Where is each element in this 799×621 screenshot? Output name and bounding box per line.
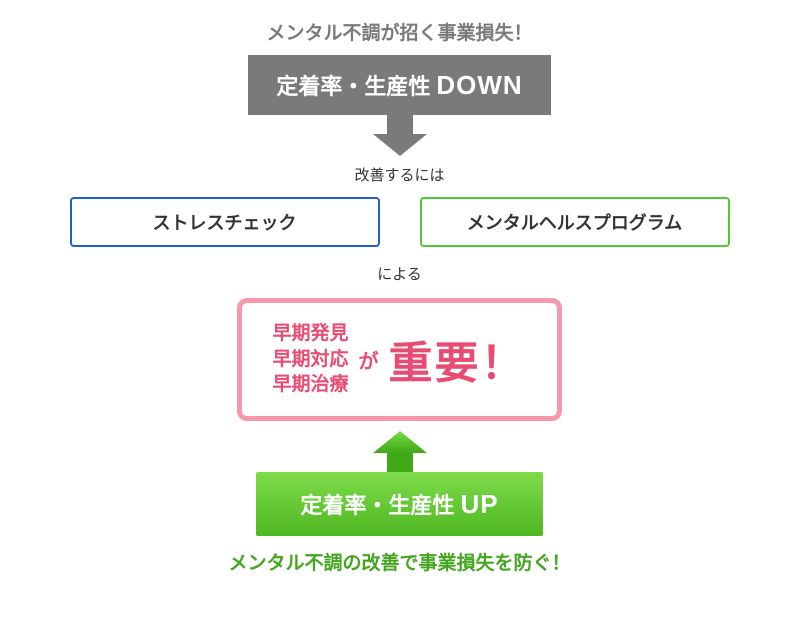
- improve-label: 改善するには: [354, 164, 444, 185]
- mental-health-program-box: メンタルヘルスプログラム: [420, 197, 730, 247]
- early-lines: 早期発見 早期対応 早期治療: [272, 321, 348, 398]
- arrow-up-icon: [369, 431, 431, 473]
- flow-diagram: メンタル不調が招く事業損失！ 定着率・生産性 DOWN 改善するには ストレスチ…: [0, 0, 799, 575]
- ga-particle: が: [359, 345, 379, 374]
- early-response: 早期対応: [272, 347, 348, 373]
- important-box: 早期発見 早期対応 早期治療 が 重要！: [237, 298, 561, 421]
- gray-box-strong: DOWN: [436, 70, 522, 101]
- niyoru-label: による: [377, 263, 422, 284]
- green-box-strong: UP: [460, 489, 498, 520]
- retention-down-box: 定着率・生産性 DOWN: [248, 55, 550, 115]
- bottom-caption: メンタル不調の改善で事業損失を防ぐ！: [228, 548, 570, 575]
- solution-row: ストレスチェック メンタルヘルスプログラム: [70, 197, 730, 247]
- early-treatment: 早期治療: [272, 372, 348, 398]
- stress-check-box: ストレスチェック: [70, 197, 380, 247]
- important-word: 重要！: [389, 327, 527, 391]
- retention-up-box: 定着率・生産性 UP: [256, 472, 542, 536]
- top-caption: メンタル不調が招く事業損失！: [266, 18, 532, 45]
- early-detection: 早期発見: [272, 321, 348, 347]
- green-box-prefix: 定着率・生産性: [300, 488, 454, 520]
- gray-box-prefix: 定着率・生産性: [276, 69, 430, 101]
- arrow-down-icon: [369, 114, 431, 156]
